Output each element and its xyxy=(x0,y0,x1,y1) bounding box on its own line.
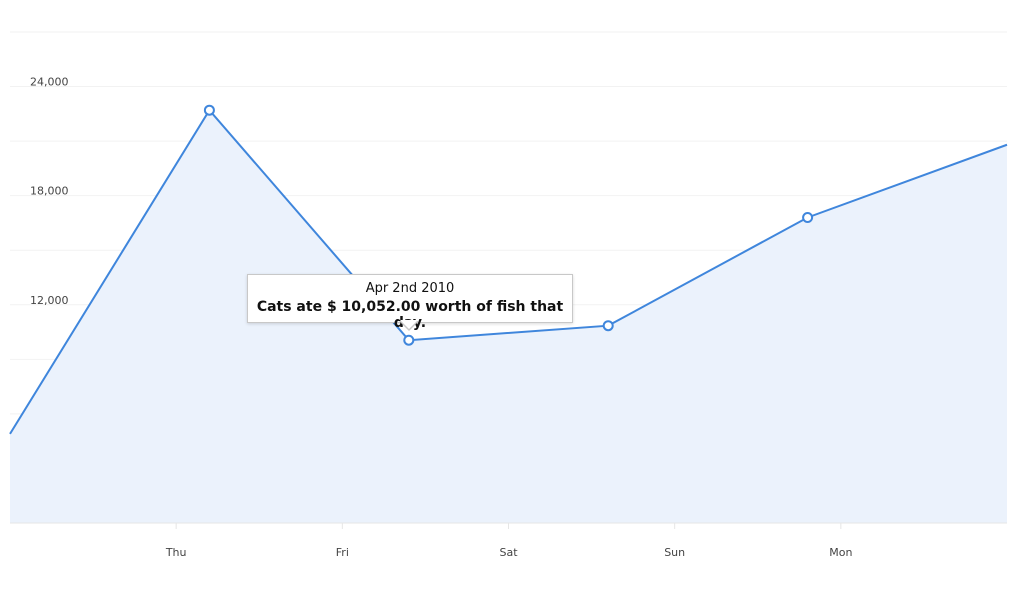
tooltip-title: Apr 2nd 2010 xyxy=(365,281,455,296)
x-tick-label: Thu xyxy=(165,546,187,559)
point xyxy=(602,320,614,332)
tooltip-arrow xyxy=(399,320,419,331)
x-tick-label: Fri xyxy=(336,546,349,559)
x-tick-label: Sat xyxy=(499,546,518,559)
y-tick-label: 24,000 xyxy=(30,76,69,89)
y-tick-label: 12,000 xyxy=(30,294,69,307)
point xyxy=(203,104,215,116)
tooltip: Apr 2nd 2010 Cats ate $ 10,052.00 worth … xyxy=(247,274,573,331)
y-tick-label: 18,000 xyxy=(30,185,69,198)
point xyxy=(403,334,415,346)
point xyxy=(802,211,814,223)
x-tick-label: Sun xyxy=(664,546,685,559)
area xyxy=(10,110,1007,524)
x-tick-label: Mon xyxy=(829,546,852,559)
line xyxy=(9,108,1008,435)
